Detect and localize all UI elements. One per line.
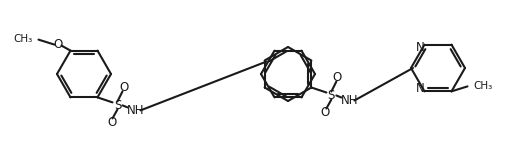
Text: S: S	[114, 99, 121, 112]
Text: N: N	[416, 41, 425, 54]
Text: CH₃: CH₃	[473, 81, 493, 91]
Text: NH: NH	[127, 104, 144, 117]
Text: O: O	[321, 106, 330, 119]
Text: O: O	[119, 81, 128, 94]
Text: NH: NH	[341, 94, 358, 107]
Text: O: O	[54, 38, 63, 51]
Text: CH₃: CH₃	[13, 34, 33, 44]
Text: N: N	[416, 82, 425, 95]
Text: O: O	[333, 71, 342, 84]
Text: O: O	[107, 116, 116, 129]
Text: S: S	[328, 89, 335, 102]
